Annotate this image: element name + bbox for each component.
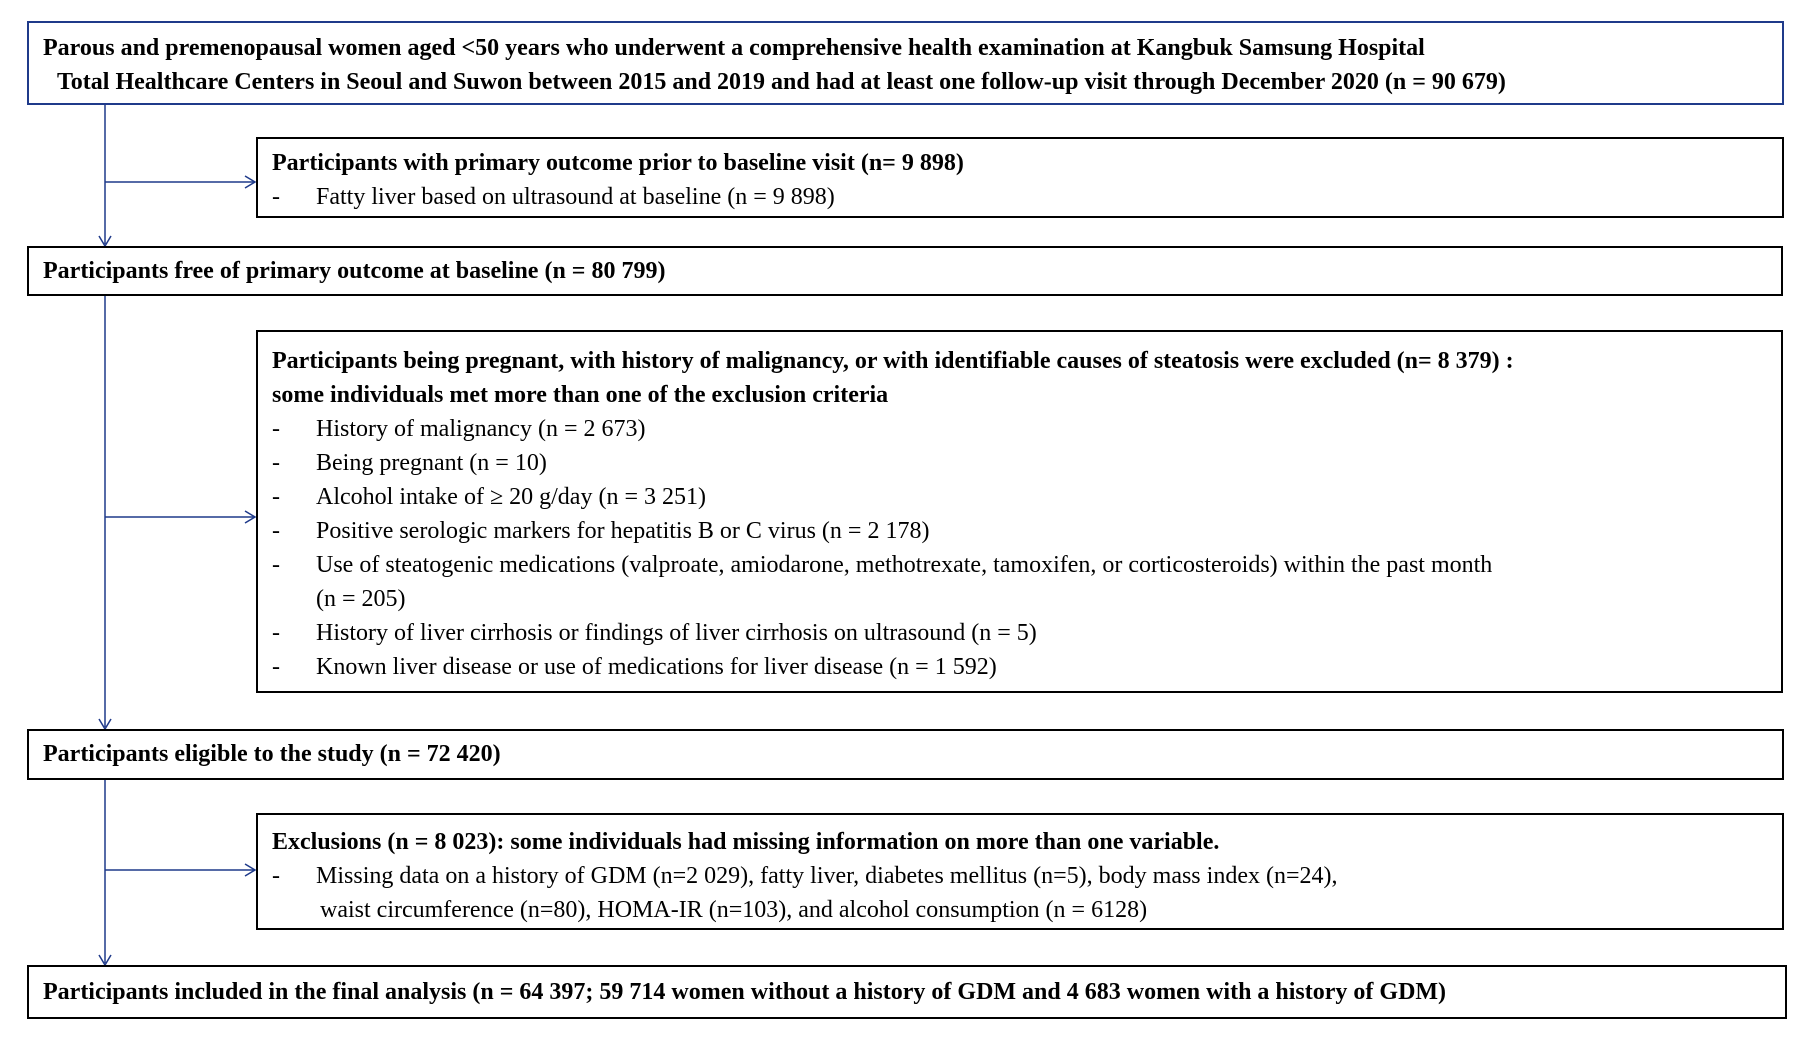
eligible-title: Participants eligible to the study (n = … bbox=[43, 741, 501, 767]
exclusion-title: Exclusions (n = 8 023): some individuals… bbox=[272, 829, 1220, 855]
exclusion-title-line-2: some individuals met more than one of th… bbox=[272, 382, 889, 408]
exclusion-item-text: Positive serologic markers for hepatitis… bbox=[316, 518, 930, 544]
final-analysis-title: Participants included in the final analy… bbox=[43, 979, 1447, 1005]
bullet: - bbox=[272, 654, 280, 680]
exclusion-item-text: Alcohol intake of ≥ 20 g/day (n = 3 251) bbox=[316, 484, 706, 510]
exclusion-item-text: Use of steatogenic medications (valproat… bbox=[316, 552, 1493, 578]
initial-cohort-line-2: Total Healthcare Centers in Seoul and Su… bbox=[57, 69, 1506, 95]
exclusion-item: - History of malignancy (n = 2 673) bbox=[272, 412, 1781, 446]
arrowhead-right-1 bbox=[244, 175, 257, 189]
eligible-box: Participants eligible to the study (n = … bbox=[27, 729, 1784, 780]
arrowhead-right-2 bbox=[244, 510, 257, 524]
final-analysis-box: Participants included in the final analy… bbox=[27, 965, 1787, 1019]
exclusion-title-line-1: Participants being pregnant, with histor… bbox=[272, 348, 1514, 374]
free-of-outcome-title: Participants free of primary outcome at … bbox=[43, 258, 666, 284]
exclusion-item-text: Fatty liver based on ultrasound at basel… bbox=[316, 184, 835, 210]
bullet: - bbox=[272, 450, 280, 476]
exclusion-box-criteria: Participants being pregnant, with histor… bbox=[256, 330, 1783, 693]
exclusion-item: - Missing data on a history of GDM (n=2 0… bbox=[272, 859, 1782, 893]
exclusion-title: Participants with primary outcome prior … bbox=[272, 150, 964, 176]
bullet: - bbox=[272, 518, 280, 544]
exclusion-item: - Known liver disease or use of medicatio… bbox=[272, 650, 1781, 684]
arrowhead-right-3 bbox=[244, 863, 257, 877]
exclusion-item-continuation: waist circumference (n=80), HOMA-IR (n=1… bbox=[272, 893, 1782, 927]
exclusion-item: - History of liver cirrhosis or findings … bbox=[272, 616, 1781, 650]
free-of-outcome-box: Participants free of primary outcome at … bbox=[27, 246, 1783, 296]
bullet: - bbox=[272, 552, 280, 578]
exclusion-item-text: (n = 205) bbox=[316, 586, 406, 612]
exclusion-item: - Fatty liver based on ultrasound at base… bbox=[272, 180, 1782, 214]
exclusion-item-continuation: (n = 205) bbox=[272, 582, 1781, 616]
bullet: - bbox=[272, 416, 280, 442]
exclusion-item-text: History of malignancy (n = 2 673) bbox=[316, 416, 646, 442]
exclusion-item-text: Known liver disease or use of medication… bbox=[316, 654, 997, 680]
bullet: - bbox=[272, 184, 280, 210]
bullet: - bbox=[272, 620, 280, 646]
exclusion-item: - Positive serologic markers for hepatiti… bbox=[272, 514, 1781, 548]
bullet: - bbox=[272, 484, 280, 510]
bullet: - bbox=[272, 863, 280, 889]
initial-cohort-line-1: Parous and premenopausal women aged <50 … bbox=[43, 35, 1425, 61]
exclusion-item-text: History of liver cirrhosis or findings o… bbox=[316, 620, 1037, 646]
exclusion-item: - Alcohol intake of ≥ 20 g/day (n = 3 251… bbox=[272, 480, 1781, 514]
exclusion-item: - Being pregnant (n = 10) bbox=[272, 446, 1781, 480]
exclusion-box-primary-outcome: Participants with primary outcome prior … bbox=[256, 137, 1784, 218]
exclusion-item-text: Being pregnant (n = 10) bbox=[316, 450, 547, 476]
initial-cohort-box: Parous and premenopausal women aged <50 … bbox=[27, 21, 1784, 105]
exclusion-box-missing-data: Exclusions (n = 8 023): some individuals… bbox=[256, 813, 1784, 930]
exclusion-item-text: waist circumference (n=80), HOMA-IR (n=1… bbox=[320, 897, 1148, 923]
exclusion-item: - Use of steatogenic medications (valproa… bbox=[272, 548, 1781, 582]
exclusion-item-text: Missing data on a history of GDM (n=2 02… bbox=[316, 863, 1338, 889]
